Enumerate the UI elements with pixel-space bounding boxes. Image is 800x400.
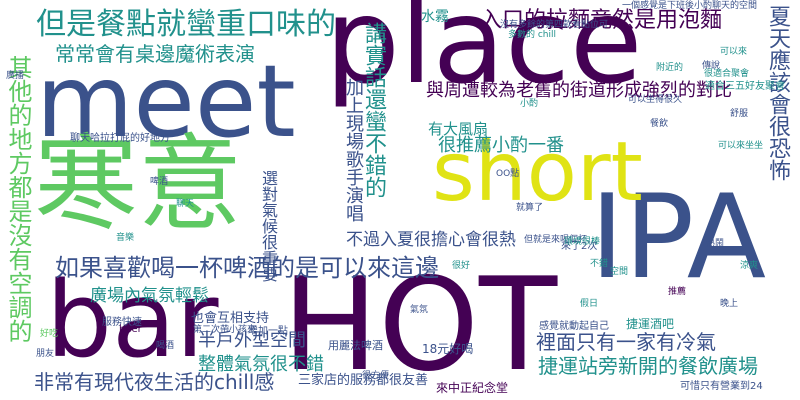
cloud-word: 廣播 (6, 71, 25, 81)
cloud-word: 選對氣候很重要 (259, 170, 278, 282)
cloud-word: 整體氣氛很不錯 (198, 354, 324, 375)
cloud-word: 好吃 (40, 329, 59, 339)
cloud-word: 環境很棒 (564, 237, 601, 247)
cloud-word: short (432, 125, 643, 220)
cloud-word: HOT (282, 251, 558, 400)
cloud-word: 適合三五好友聚會 (705, 81, 785, 92)
cloud-word: 半戶外型空間 (198, 330, 306, 351)
cloud-word: IPA (590, 170, 767, 305)
cloud-word: 來中正紀念堂 (436, 381, 509, 395)
cloud-word: 常常會有桌邊魔術表演 (55, 42, 255, 66)
cloud-word: 捷運酒吧 (626, 317, 675, 331)
cloud-word: 空間 (610, 267, 629, 277)
cloud-word: 啤酒 (150, 177, 169, 187)
cloud-word: meet (36, 43, 296, 160)
cloud-word: 小酌 (520, 99, 539, 109)
cloud-word: 可以坐得很久 (628, 95, 683, 105)
cloud-word: 也會互相支持 (191, 311, 270, 326)
cloud-word: 晚上 (720, 299, 739, 309)
cloud-word: 可以來坐坐 (718, 141, 764, 151)
cloud-word: 但就是來喝個杯 (524, 235, 588, 245)
cloud-word: 傳說 (702, 61, 721, 71)
cloud-word: 聊天哈拉打屁的好地方 (70, 133, 170, 144)
cloud-word: 附近的 (656, 63, 684, 73)
cloud-word: 氣氛 (410, 305, 429, 315)
cloud-word: 涼爽 (740, 261, 759, 271)
cloud-word: 不過入夏很擔心會很熱 (346, 230, 516, 250)
cloud-word: 聊天 (176, 199, 195, 209)
cloud-word: 熱鬧 (706, 239, 725, 249)
cloud-word: 非常有現代夜生活的chill感 (34, 370, 275, 394)
cloud-word: 18元好喝 (422, 342, 474, 356)
cloud-word: 增加一點 (248, 326, 288, 337)
cloud-word: 裡面只有一家有冷氣 (536, 330, 716, 354)
cloud-word: 沒有多餘的第四款看點位可 (500, 20, 609, 30)
cloud-word: 捷運站旁新開的餐飲廣場 (538, 354, 758, 378)
cloud-word: beer (119, 324, 142, 335)
cloud-word: 水霧 (421, 9, 449, 25)
cloud-word: 有大風扇 (428, 120, 489, 138)
cloud-word: 假日 (580, 299, 599, 309)
cloud-word: 不錯 (590, 259, 609, 269)
cloud-word: 可以來 (720, 47, 748, 57)
cloud-word: 講實話還蠻不錯的 (361, 22, 386, 198)
cloud-word: 餐飲 (650, 119, 669, 129)
cloud-word: 如果喜歡喝一杯啤酒的是可以來這邊 (55, 254, 439, 282)
cloud-word: OO點 (496, 169, 520, 179)
cloud-word: 舒服 (730, 109, 749, 119)
cloud-word: 但是餐點就蠻重口味的 (36, 7, 336, 42)
cloud-word: 音樂 (116, 233, 135, 243)
cloud-word: 感覺就動起自己 (539, 321, 609, 332)
cloud-word: bar (46, 259, 219, 381)
cloud-word: 很方便 (362, 371, 390, 381)
cloud-word: 喝酒 (156, 341, 175, 351)
cloud-word: 很好 (452, 261, 471, 271)
cloud-word: 夏天應該會很恐怖 (765, 5, 790, 181)
cloud-word: 第二次帶小孩來 (193, 325, 257, 335)
cloud-word: 廣場內氣氛輕鬆 (90, 286, 209, 306)
cloud-word: 入口的拉麵竟然是用泡麵 (480, 8, 723, 33)
cloud-word: 來了2次 (561, 241, 598, 252)
cloud-word: 一個感覺是下班後小酌聊天的空間 (622, 1, 758, 11)
cloud-word: 其他的地方都是沒有空調的 (4, 55, 32, 343)
cloud-word: 與周遭較為老舊的街道形成強烈的對比 (426, 80, 732, 101)
cloud-word: 多數的 chill (508, 30, 557, 40)
cloud-word: 加上現場歌手演唱 (343, 78, 364, 222)
cloud-word: 服務快速 (102, 317, 142, 328)
cloud-word: 朋友 (36, 349, 55, 359)
cloud-word: 用麗法啤酒 (328, 339, 383, 352)
cloud-word: 寒意 (34, 123, 243, 245)
cloud-word: 很適合聚會 (704, 69, 750, 79)
cloud-word: 三家店的服務都很友善 (298, 373, 429, 388)
cloud-word: 很推薦小酌一番 (438, 135, 564, 156)
cloud-word: 可惜只有營業到24 (680, 381, 763, 392)
cloud-word: 推薦 (668, 287, 687, 297)
cloud-word: 就算了 (516, 203, 544, 213)
cloud-word: place (325, 0, 643, 110)
